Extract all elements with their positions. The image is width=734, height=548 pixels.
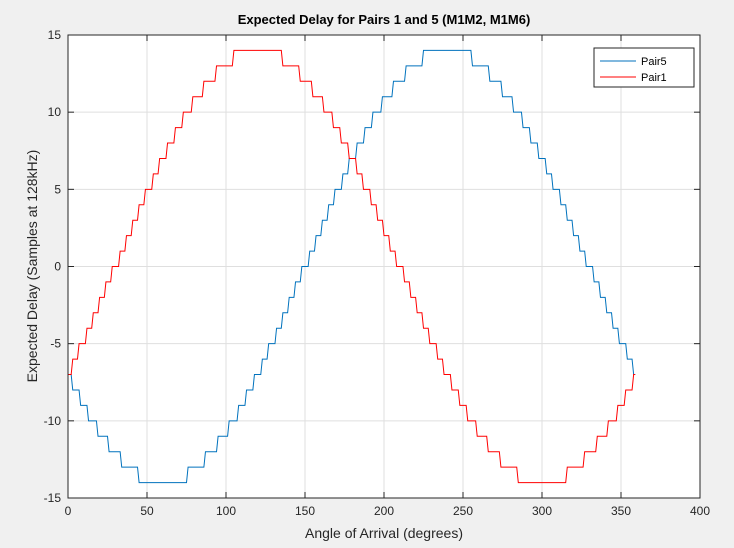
series-group bbox=[68, 49, 636, 484]
y-tick-label: 5 bbox=[54, 182, 61, 196]
x-tick-label: 150 bbox=[295, 504, 315, 518]
y-tick-label: 15 bbox=[48, 28, 62, 42]
y-tick-label: -15 bbox=[44, 491, 62, 505]
y-tick-label: -5 bbox=[50, 337, 61, 351]
x-tick-label: 250 bbox=[453, 504, 473, 518]
chart-title: Expected Delay for Pairs 1 and 5 (M1M2, … bbox=[238, 12, 531, 27]
legend-box bbox=[593, 47, 695, 88]
legend-label-pair5: Pair5 bbox=[641, 56, 667, 68]
y-axis-label: Expected Delay (Samples at 128kHz) bbox=[24, 150, 40, 383]
legend-label-pair1: Pair1 bbox=[641, 72, 667, 84]
x-axis-label: Angle of Arrival (degrees) bbox=[305, 525, 463, 541]
y-tick-label: -10 bbox=[44, 414, 62, 428]
y-tick-label: 10 bbox=[48, 105, 62, 119]
ticks: 0 50 100 150 200 250 300 350 400 -15 -10 -5 0 5 10 15 bbox=[44, 28, 711, 518]
y-tick-label: 0 bbox=[54, 260, 61, 274]
x-tick-label: 50 bbox=[140, 504, 154, 518]
x-tick-label: 200 bbox=[374, 504, 394, 518]
x-tick-label: 0 bbox=[65, 504, 72, 518]
legend[interactable]: Pair5 Pair1 bbox=[593, 47, 695, 88]
x-tick-label: 400 bbox=[690, 504, 710, 518]
series-line-pair1 bbox=[68, 49, 636, 484]
x-tick-label: 300 bbox=[532, 504, 552, 518]
x-tick-label: 100 bbox=[216, 504, 236, 518]
x-tick-label: 350 bbox=[611, 504, 631, 518]
